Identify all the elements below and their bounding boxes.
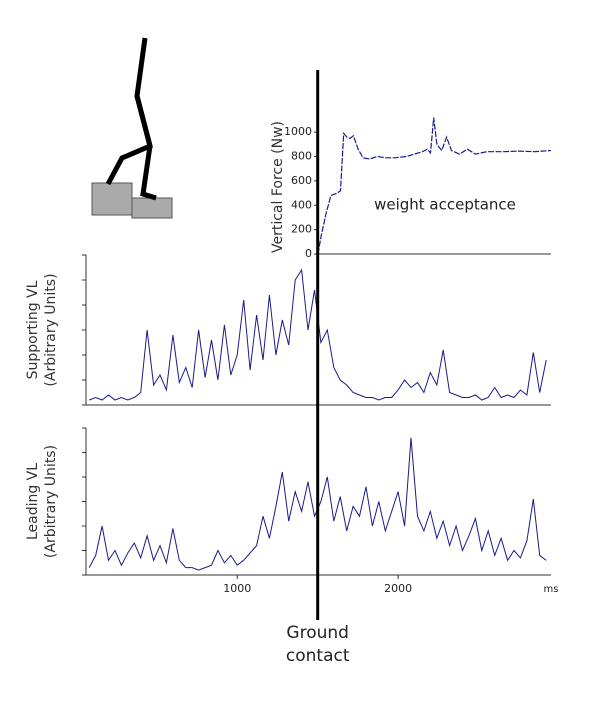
leg <box>105 37 153 186</box>
y-tick-label: 800 <box>291 150 312 163</box>
stick-figure <box>91 37 173 219</box>
y-tick-label: 1000 <box>284 125 312 138</box>
leg <box>134 95 157 201</box>
y-axis-label: Leading VL <box>25 463 41 540</box>
step-block <box>91 182 133 216</box>
x-tick-label: 1000 <box>223 582 251 595</box>
y-axis-label: (Arbitrary Units) <box>43 273 59 386</box>
y-axis-label: Supporting VL <box>25 280 41 379</box>
step-block <box>131 197 173 219</box>
y-tick-label: 600 <box>291 174 312 187</box>
y-axis-label: (Arbitrary Units) <box>43 445 59 558</box>
y-tick-label: 200 <box>291 223 312 236</box>
y-axis-label: Vertical Force (Nw) <box>270 121 286 253</box>
ground-contact-label: Ground <box>286 623 349 643</box>
annotation: weight acceptance <box>374 196 516 214</box>
y-tick-label: 400 <box>291 198 312 211</box>
x-tick-label: 2000 <box>384 582 412 595</box>
ground-contact-label: contact <box>286 646 350 666</box>
x-axis-label: ms <box>544 584 559 595</box>
y-tick-label: 0 <box>305 247 312 260</box>
trace <box>317 117 552 255</box>
